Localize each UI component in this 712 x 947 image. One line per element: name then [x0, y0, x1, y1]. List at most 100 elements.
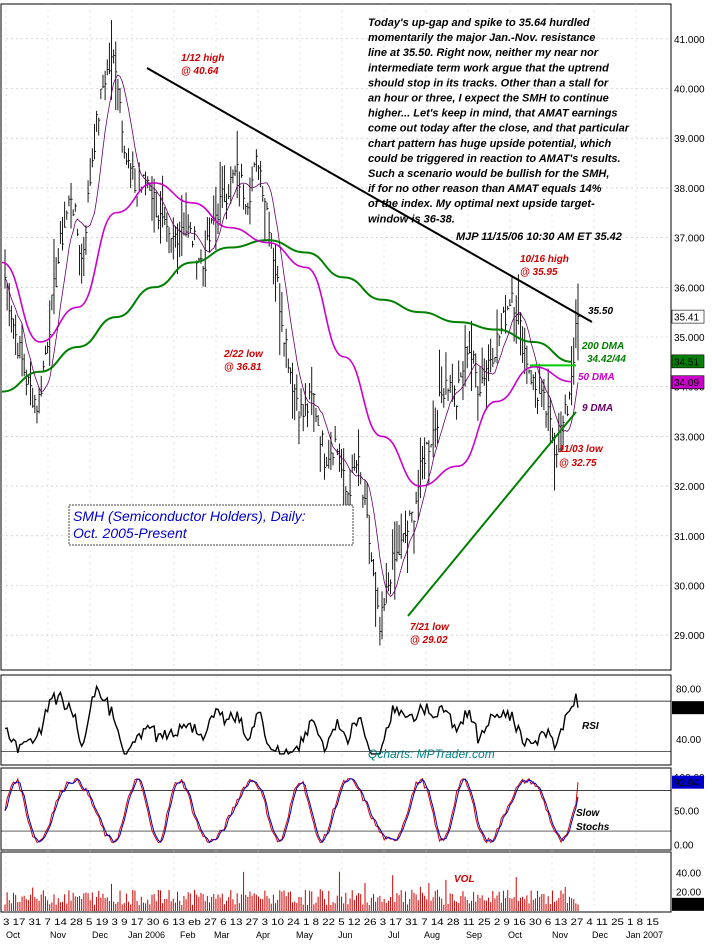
price-tick-label: 36.000: [674, 283, 705, 294]
price-tick-label: 38.000: [674, 184, 705, 195]
rsi-tick-label: 40.00: [676, 735, 701, 746]
commentary-line: if for no other reason than AMAT equals …: [368, 183, 602, 195]
price-value-tag-box: [671, 309, 705, 324]
rsi-tick-label: 80.00: [676, 685, 701, 696]
price-tick-label: 35.000: [674, 333, 705, 344]
x-axis-month-label: Dec: [592, 930, 609, 940]
volume-tick-label: 20.00: [676, 888, 701, 899]
price-tick-label: 31.000: [674, 532, 705, 543]
rsi-panel: 80.00 40.00 64.81: [1, 684, 704, 755]
volume-label: VOL: [454, 874, 475, 885]
rsi-label: RSI: [582, 721, 599, 732]
x-axis-month-label: May: [296, 930, 314, 940]
annotation-jul-low-line2: @ 29.02: [410, 635, 448, 646]
x-axis-month-label: Dec: [92, 930, 109, 940]
price-tick-label: 37.000: [674, 234, 705, 245]
commentary-line: window is 36-38.: [368, 213, 455, 225]
price-tick-label: 30.000: [674, 582, 705, 593]
x-axis-month-label: Oct: [6, 930, 21, 940]
price-value-tag: 34.09: [674, 378, 699, 389]
annotation-oct-high: 10/16 high @ 35.95: [520, 254, 569, 278]
volume-panel: 40.00 20.006.891: [4, 868, 704, 911]
commentary-line: should stop in its tracks. Other than a …: [368, 77, 609, 89]
x-axis-month-label: Jan 2006: [128, 930, 165, 940]
signature: MJP 11/15/06 10:30 AM ET 35.42: [456, 231, 622, 243]
price-tick-label: 39.000: [674, 134, 705, 145]
rsi-value-tag-box: [672, 701, 704, 715]
annotation-200dma: 200 DMA: [581, 341, 624, 352]
commentary-line: come out today after the close, and that…: [368, 123, 630, 135]
commentary-line: higher... Let's keep in mind, that AMAT …: [368, 108, 618, 120]
commentary-line: chart pattern has huge upside potential,…: [368, 138, 612, 150]
annotation-jan-high-line2: @ 40.64: [181, 66, 219, 77]
price-value-tags: 35.41 34.51 34.09: [671, 309, 705, 389]
commentary-line: momentarily the major Jan.-Nov. resistan…: [368, 32, 595, 44]
annotation-oct-high-line1: 10/16 high: [520, 254, 569, 265]
stochs-value-tag-box: [672, 775, 704, 789]
x-axis-day-labels: 3 17 31 7 14 28 5 19 3 9 17 30 6 13 eb 2…: [3, 917, 659, 927]
annotation-oct-high-line2: @ 35.95: [520, 267, 558, 278]
commentary-line: intermediate term work argue that the up…: [368, 62, 609, 74]
commentary-line: Such a scenario would be bullish for the…: [368, 168, 609, 180]
x-axis-month-label: Nov: [50, 930, 67, 940]
stochs-panel-frame: [0, 767, 672, 851]
price-tick-label: 40.000: [674, 84, 705, 95]
stochs-tick-label: 50.00: [674, 807, 699, 818]
x-axis-month-label: Nov: [552, 930, 569, 940]
commentary-text: Today's up-gap and spike to 35.64 hurdle…: [368, 17, 630, 225]
commentary-line: could be triggered in reaction to AMAT's…: [368, 153, 621, 165]
commentary-line: line at 35.50. Right now, neither my nea…: [368, 47, 599, 59]
price-tick-label: 41.000: [674, 35, 705, 46]
stochs-d-line: [4, 778, 579, 844]
stochs-label-2: Stochs: [576, 822, 610, 833]
price-tick-label: 32.000: [674, 482, 705, 493]
x-axis-month-label: Aug: [424, 930, 440, 940]
annotation-50dma: 50 DMA: [578, 372, 615, 383]
commentary-line: of the index. My optimal next upside tar…: [368, 198, 595, 210]
stochs-label-1: Slow: [576, 808, 601, 819]
ma-50-line: [1, 182, 573, 487]
annotation-resistance-level: 35.50: [588, 306, 613, 317]
stochs-value-tag: 92.04: [674, 778, 699, 789]
annotation-jul-low: 7/21 low @ 29.02: [410, 622, 450, 646]
stochs-tick-label: 0.00: [674, 841, 694, 852]
volume-panel-frame: [0, 851, 672, 913]
x-axis-month-label: Jan 2007: [626, 930, 663, 940]
volume-tick-label: 40.00: [676, 868, 701, 879]
resistance-trendline: [146, 67, 593, 323]
price-value-tag: 35.41: [674, 313, 699, 324]
price-value-tag: 34.51: [674, 357, 699, 368]
title-box: SMH (Semiconductor Holders), Daily: Oct.…: [68, 504, 354, 546]
annotation-feb-low-line2: @ 36.81: [224, 362, 262, 373]
x-axis-month-label: Oct: [508, 930, 523, 940]
stochs-k-line: [4, 777, 579, 844]
price-tick-label: 29.000: [674, 631, 705, 642]
annotation-nov-low-line1: 11/03 low: [559, 444, 604, 455]
annotation-feb-low: 2/22 low @ 36.81: [223, 349, 264, 373]
x-axis: 3 17 31 7 14 28 5 19 3 9 17 30 6 13 eb 2…: [3, 917, 663, 940]
rsi-value-tag: 64.81: [674, 704, 699, 715]
x-axis-month-label: Feb: [180, 930, 196, 940]
volume-value-tag: 6.891: [674, 900, 699, 911]
price-value-tag-box: [671, 354, 705, 369]
annotation-jul-low-line1: 7/21 low: [410, 622, 450, 633]
annotation-nov-low: 11/03 low @ 32.75: [559, 444, 604, 469]
trend-lines: [146, 67, 593, 617]
x-axis-month-label: Mar: [214, 930, 230, 940]
x-axis-month-label: Jun: [338, 930, 353, 940]
x-axis-month-label: Jul: [388, 930, 400, 940]
annotation-9dma: 9 DMA: [582, 403, 613, 414]
annotation-feb-low-line1: 2/22 low: [223, 349, 264, 360]
support-trendline: [407, 411, 577, 617]
ma-9-line: [4, 74, 579, 598]
price-tick-label: 33.000: [674, 432, 705, 443]
commentary-line: Today's up-gap and spike to 35.64 hurdle…: [368, 17, 590, 29]
rsi-line: [4, 684, 579, 755]
rsi-panel-frame: [0, 674, 672, 766]
chart-subtitle: Oct. 2005-Present: [73, 525, 188, 541]
chart-title: SMH (Semiconductor Holders), Daily:: [73, 508, 306, 524]
annotation-nov-low-line2: @ 32.75: [559, 458, 597, 469]
annotation-jan-high-line1: 1/12 high: [181, 53, 224, 64]
